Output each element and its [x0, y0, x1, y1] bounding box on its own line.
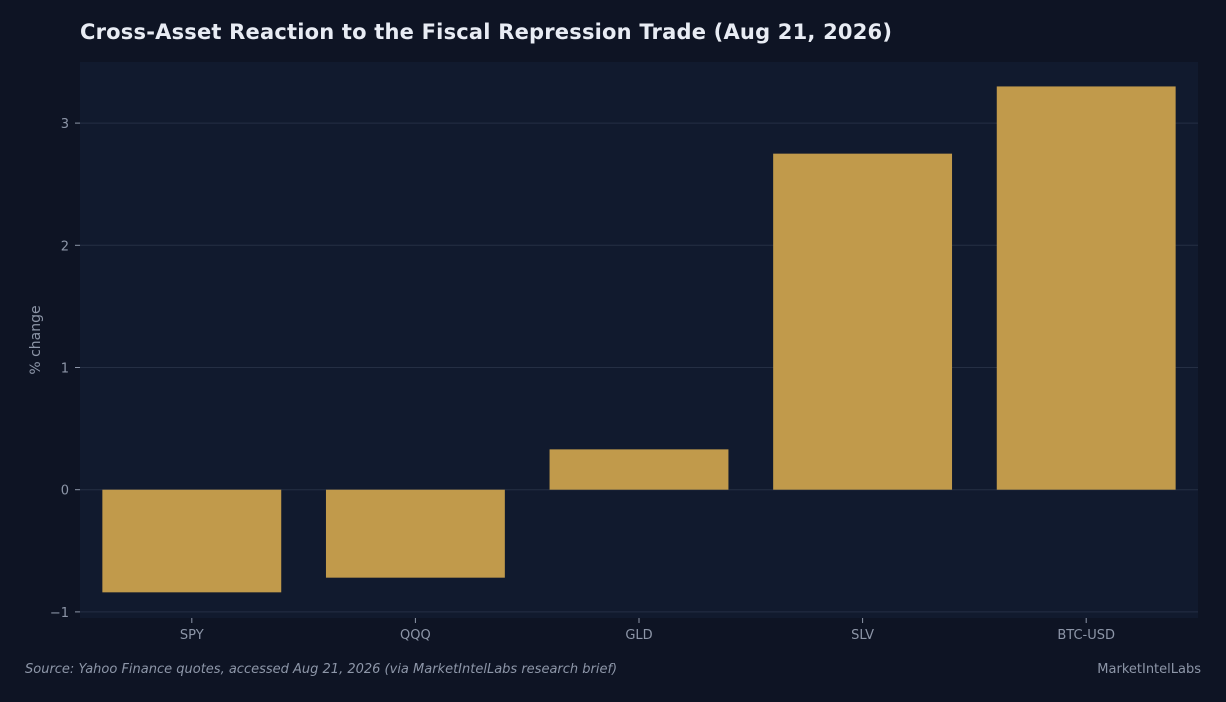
source-note: Source: Yahoo Finance quotes, accessed A… [25, 662, 618, 677]
y-axis: −1 0 1 2 3 [50, 117, 80, 621]
x-tick-label: SPY [180, 628, 204, 643]
y-tick-label: 0 [61, 484, 69, 499]
x-tick-label: QQQ [400, 628, 431, 643]
bar-qqq [325, 489, 505, 578]
y-axis-label: % change [28, 305, 44, 374]
x-axis: SPY QQQ GLD SLV BTC-USD [180, 618, 1115, 643]
y-tick-label: 3 [61, 117, 69, 132]
x-tick-label: BTC-USD [1057, 628, 1115, 643]
chart-title: Cross-Asset Reaction to the Fiscal Repre… [80, 20, 893, 44]
brand-label: MarketIntelLabs [1097, 662, 1201, 677]
bar-slv [773, 153, 953, 490]
bar-btc-usd [996, 86, 1176, 490]
bars [102, 86, 1176, 593]
x-tick-label: GLD [625, 628, 652, 643]
y-tick-label: 2 [61, 239, 69, 254]
bar-spy [102, 489, 282, 593]
bar-gld [549, 449, 729, 490]
x-tick-label: SLV [851, 628, 874, 643]
y-tick-label: −1 [50, 606, 69, 621]
y-tick-label: 1 [61, 361, 69, 376]
